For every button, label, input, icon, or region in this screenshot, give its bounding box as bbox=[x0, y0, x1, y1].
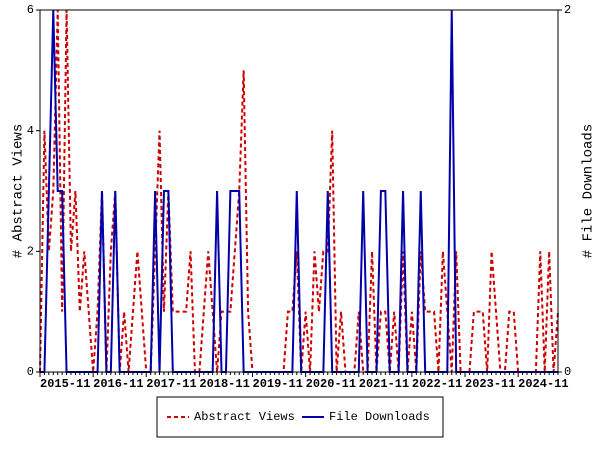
y-axis-title: # Abstract Views bbox=[11, 124, 27, 258]
x-tick-label: 2023-11 bbox=[465, 377, 515, 391]
y-tick-label: 2 bbox=[27, 245, 34, 259]
legend-box bbox=[156, 396, 444, 438]
y-tick-label: 0 bbox=[27, 365, 34, 379]
x-tick-label: 2022-11 bbox=[412, 377, 462, 391]
x-tick-label: 2016-11 bbox=[93, 377, 143, 391]
x-tick-label: 2018-11 bbox=[199, 377, 249, 391]
x-tick-label: 2019-11 bbox=[253, 377, 303, 391]
x-tick-label: 2015-11 bbox=[40, 377, 90, 391]
x-tick-label: 2024-11 bbox=[518, 377, 568, 391]
x-tick-label: 2021-11 bbox=[359, 377, 409, 391]
y-tick-label: 6 bbox=[27, 3, 34, 17]
legend-label: Abstract Views bbox=[194, 410, 295, 424]
x-tick-label: 2017-11 bbox=[146, 377, 196, 391]
y-tick-label: 4 bbox=[27, 124, 34, 138]
x-tick-label: 2020-11 bbox=[306, 377, 356, 391]
y2-tick-label: 2 bbox=[564, 3, 571, 17]
legend-label: File Downloads bbox=[329, 410, 430, 424]
y2-tick-label: 0 bbox=[564, 365, 571, 379]
plot-frame bbox=[39, 9, 559, 373]
y2-axis-title: # File Downloads bbox=[581, 124, 597, 258]
